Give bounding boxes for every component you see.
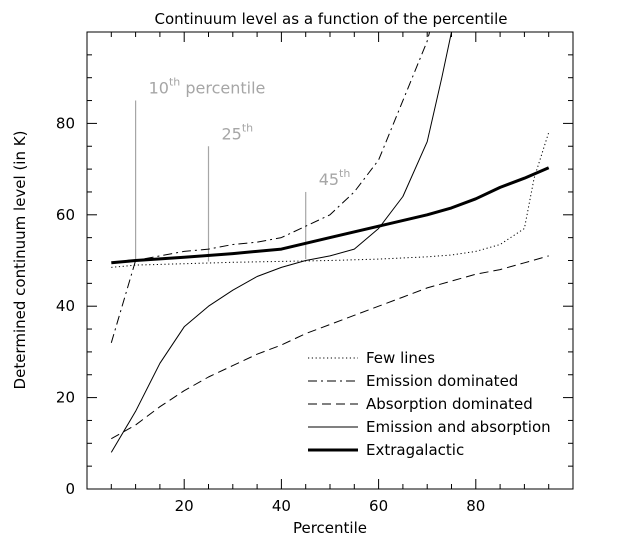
y-tick-label: 20 bbox=[56, 389, 75, 407]
percentile-annotations: 10th percentile 25th 45th bbox=[135, 76, 351, 262]
axis-ticks bbox=[87, 32, 573, 489]
annotation-label: 10th percentile bbox=[149, 76, 266, 98]
series-line-absorption-dominated bbox=[111, 255, 549, 440]
x-axis-title: Percentile bbox=[293, 519, 367, 537]
series-line-emission-dominated bbox=[110, 32, 431, 343]
y-tick-label: 40 bbox=[56, 297, 75, 315]
legend-label: Absorption dominated bbox=[366, 395, 533, 413]
legend-label: Few lines bbox=[366, 349, 435, 367]
legend-label: Emission and absorption bbox=[366, 418, 551, 436]
legend-label: Extragalactic bbox=[366, 441, 464, 459]
y-tick-label: 60 bbox=[56, 206, 75, 224]
x-tick-label: 20 bbox=[175, 497, 194, 515]
legend: Few lines Emission dominated Absorption do… bbox=[308, 349, 551, 459]
series-line-extragalactic bbox=[111, 166, 550, 265]
y-tick-label: 0 bbox=[65, 480, 75, 498]
y-tick-label: 80 bbox=[56, 114, 75, 132]
x-tick-label: 60 bbox=[369, 497, 388, 515]
series-layer bbox=[110, 32, 550, 453]
axis-tick-labels: 20 40 60 80 0 20 40 60 80 bbox=[56, 114, 485, 515]
series-line-emission-and-absorption bbox=[110, 32, 452, 453]
legend-label: Emission dominated bbox=[366, 372, 518, 390]
chart-title: Continuum level as a function of the per… bbox=[155, 10, 508, 28]
y-axis-title: Determined continuum level (in K) bbox=[11, 131, 29, 390]
annotation-label: 25th bbox=[222, 121, 254, 143]
x-tick-label: 80 bbox=[466, 497, 485, 515]
series-line-few-lines bbox=[111, 132, 550, 268]
x-tick-label: 40 bbox=[272, 497, 291, 515]
annotation-label: 45th bbox=[319, 167, 351, 189]
